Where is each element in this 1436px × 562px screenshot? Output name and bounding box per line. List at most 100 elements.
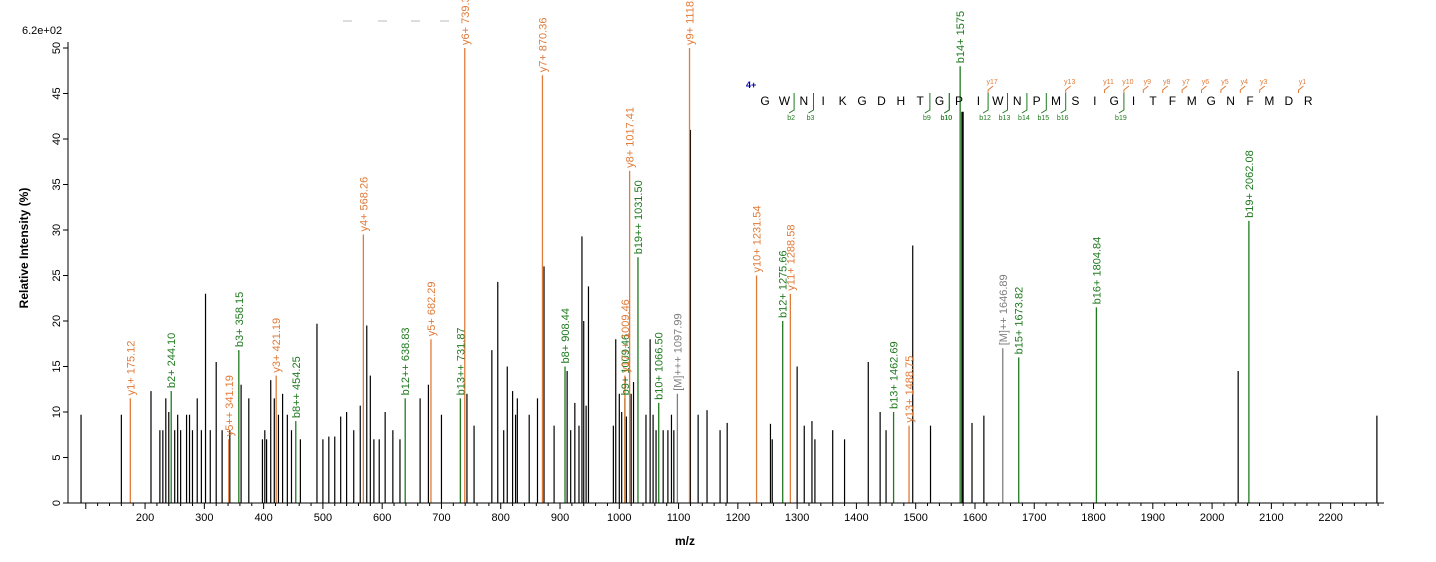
b-ion-cut-mark [944, 93, 950, 114]
sequence-residue: G [1110, 94, 1119, 108]
y-tick-label: 30 [51, 224, 63, 236]
y-ion-cut-mark [1065, 85, 1072, 93]
y-ion-cut-mark [987, 85, 994, 93]
charge-state-label: 4+ [746, 80, 756, 90]
sequence-residue: M [1051, 94, 1061, 108]
x-tick-label: 2000 [1200, 512, 1224, 524]
y-ion-label: y3 [1260, 79, 1268, 86]
sequence-residue: N [1226, 94, 1235, 108]
sequence-residue: M [1187, 94, 1197, 108]
x-tick-label: 900 [551, 512, 569, 524]
y-ion-label: y5 [1221, 79, 1229, 86]
sequence-residue: M [1264, 94, 1274, 108]
peak-label: y10+ 1231.54 [752, 206, 764, 273]
peak-label: b13++ 731.87 [455, 327, 467, 395]
y-ion-label: y8 [1163, 79, 1171, 86]
x-tick-label: 700 [432, 512, 450, 524]
y-tick-label: 45 [51, 87, 63, 99]
x-tick-label: 1600 [963, 512, 987, 524]
y-ion-cut-mark [1239, 85, 1246, 93]
peak-label: y7+ 870.36 [537, 18, 549, 73]
sequence-residue: I [977, 94, 980, 108]
b-ion-label: b3 [807, 115, 815, 122]
sequence-residue: P [955, 94, 963, 108]
x-tick-label: 2100 [1259, 512, 1283, 524]
b-ion-cut-mark [1118, 93, 1125, 114]
peak-label: y3+ 421.19 [271, 318, 283, 373]
b-ion-cut-mark [1021, 93, 1028, 114]
x-tick-label: 500 [314, 512, 332, 524]
y-ion-label: y7 [1182, 79, 1190, 86]
sequence-residue: G [1207, 94, 1216, 108]
x-tick-label: 800 [492, 512, 510, 524]
peak-label: [M]+++ 1097.99 [672, 313, 684, 390]
y-tick-label: 35 [51, 178, 63, 190]
y-ion-cut-mark [1162, 85, 1169, 93]
y-ion-label: y6 [1202, 79, 1210, 86]
x-tick-label: 1500 [903, 512, 927, 524]
peak-label: b19++ 1031.50 [633, 180, 645, 254]
sequence-residue: D [1284, 94, 1293, 108]
y-ion-cut-mark [1104, 85, 1110, 93]
y-tick-label: 25 [51, 269, 63, 281]
b-ion-label: b9 [923, 115, 931, 122]
sequence-residue: F [1169, 94, 1176, 108]
sequence-residue: H [896, 94, 905, 108]
peak-label: y6+ 739.32 [460, 0, 472, 45]
peak-label: b15+ 1673.82 [1014, 287, 1026, 355]
sequence-residue: T [917, 94, 925, 108]
peak-label: b8+ 908.44 [560, 308, 572, 363]
x-tick-label: 200 [136, 512, 154, 524]
sequence-residue: P [1033, 94, 1041, 108]
b-ion-label: b16 [1057, 115, 1069, 122]
axes-layer: 200 300 400 500 600 700 800 900 1000 1100 1200 1300… [51, 42, 1384, 524]
y-ion-cut-mark [1181, 85, 1188, 93]
peak-label: y11+ 1288.58 [785, 225, 797, 291]
b-ion-cut-mark [1002, 93, 1008, 114]
b-ion-cut-mark [924, 93, 931, 114]
y-ion-cut-mark [1142, 85, 1149, 93]
y-tick-label: 50 [51, 42, 63, 54]
x-tick-label: 600 [373, 512, 391, 524]
sequence-residue: W [992, 94, 1004, 108]
peak-label: y8+ 1017.41 [625, 107, 637, 168]
sequence-residue: I [1132, 94, 1135, 108]
b-ion-label: b12 [979, 115, 991, 122]
y-ion-label: y11 [1103, 79, 1114, 86]
x-tick-label: 300 [195, 512, 213, 524]
x-tick-label: 1900 [1141, 512, 1165, 524]
peak-labels-layer: y1+ 175.12 b2+ 244.10 y5++ 341.19 b3+ 358.1… [125, 0, 1256, 436]
sequence-residue: N [799, 94, 808, 108]
peak-label: b16+ 1804.84 [1091, 237, 1103, 305]
y-tick-label: 10 [51, 406, 63, 418]
peak-label: b14+ 1575 [955, 11, 967, 63]
sequence-residue: W [779, 94, 791, 108]
peak-label: y9+ 1118.46 [685, 0, 697, 45]
x-tick-label: 2200 [1318, 512, 1342, 524]
y-ion-label: y17 [986, 79, 997, 86]
y-ion-cut-mark [1123, 85, 1130, 93]
x-tick-label: 1700 [1022, 512, 1046, 524]
y-ion-label: y9 [1144, 79, 1152, 86]
x-tick-label: 1200 [726, 512, 750, 524]
y-ion-label: y4 [1241, 79, 1249, 86]
sequence-residue: G [935, 94, 944, 108]
b-ion-label: b10 [940, 115, 952, 122]
x-tick-label: 1800 [1081, 512, 1105, 524]
b-ion-label: b10 [940, 115, 952, 122]
peak-label: b2+ 244.10 [166, 333, 178, 388]
peak-label: y5++ 341.19 [224, 375, 236, 436]
b-ion-cut-mark [788, 93, 795, 114]
peak-label: b8++ 454.25 [291, 356, 303, 418]
b-ion-cut-mark [808, 93, 814, 114]
peak-label: y17++ 1009.46 [620, 299, 632, 372]
peak-label: b19+ 2062.08 [1244, 150, 1256, 218]
sequence-annotation: 4+G W N I K G D H T G P I W N P M S I G I T F M G N F M D Rb2 b3 b9 b10… [746, 79, 1313, 122]
b-ion-cut-mark [982, 93, 989, 114]
b-ion-label: b2 [787, 115, 795, 122]
b-ion-cut-mark [1041, 93, 1047, 114]
y-tick-label: 15 [51, 360, 63, 372]
sequence-residue: T [1149, 94, 1157, 108]
x-tick-label: 1300 [785, 512, 809, 524]
